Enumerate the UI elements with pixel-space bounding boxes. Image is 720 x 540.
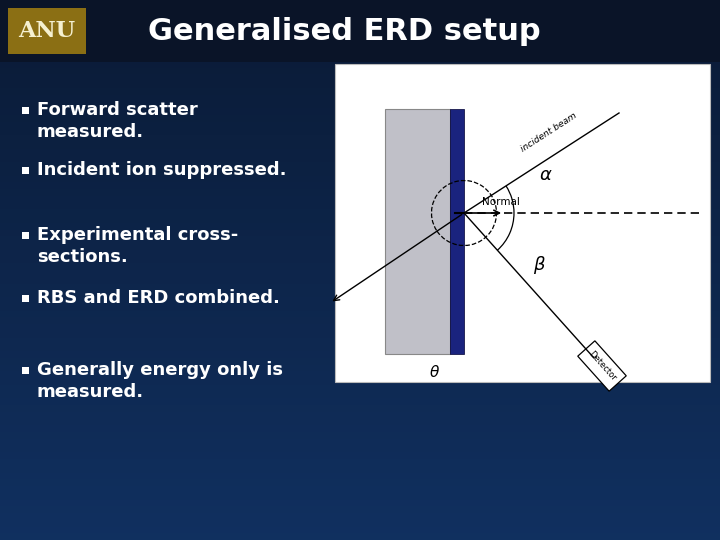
Bar [22,232,29,239]
Text: Detector: Detector [586,349,618,383]
Bar [8,8,86,54]
FancyBboxPatch shape [577,341,626,391]
Bar [335,64,710,382]
Bar [450,109,464,354]
Text: ANU: ANU [19,20,76,42]
Bar [385,109,450,354]
Text: Experimental cross-: Experimental cross- [37,226,238,244]
Text: Generalised ERD setup: Generalised ERD setup [148,17,541,45]
Bar [22,106,29,113]
Text: $\alpha$: $\alpha$ [539,166,553,184]
Bar [22,166,29,173]
Text: $\beta$: $\beta$ [533,254,546,276]
Text: measured.: measured. [37,123,144,141]
Bar [22,367,29,374]
Text: Incident ion suppressed.: Incident ion suppressed. [37,161,287,179]
Text: incident beam: incident beam [520,111,579,154]
Text: Forward scatter: Forward scatter [37,101,198,119]
Bar [22,294,29,301]
Text: $\theta$: $\theta$ [429,364,441,380]
Text: sections.: sections. [37,248,127,266]
Bar [0,0,720,62]
Text: Normal: Normal [482,197,520,207]
Text: Generally energy only is: Generally energy only is [37,361,283,379]
Text: RBS and ERD combined.: RBS and ERD combined. [37,289,280,307]
Text: measured.: measured. [37,383,144,401]
